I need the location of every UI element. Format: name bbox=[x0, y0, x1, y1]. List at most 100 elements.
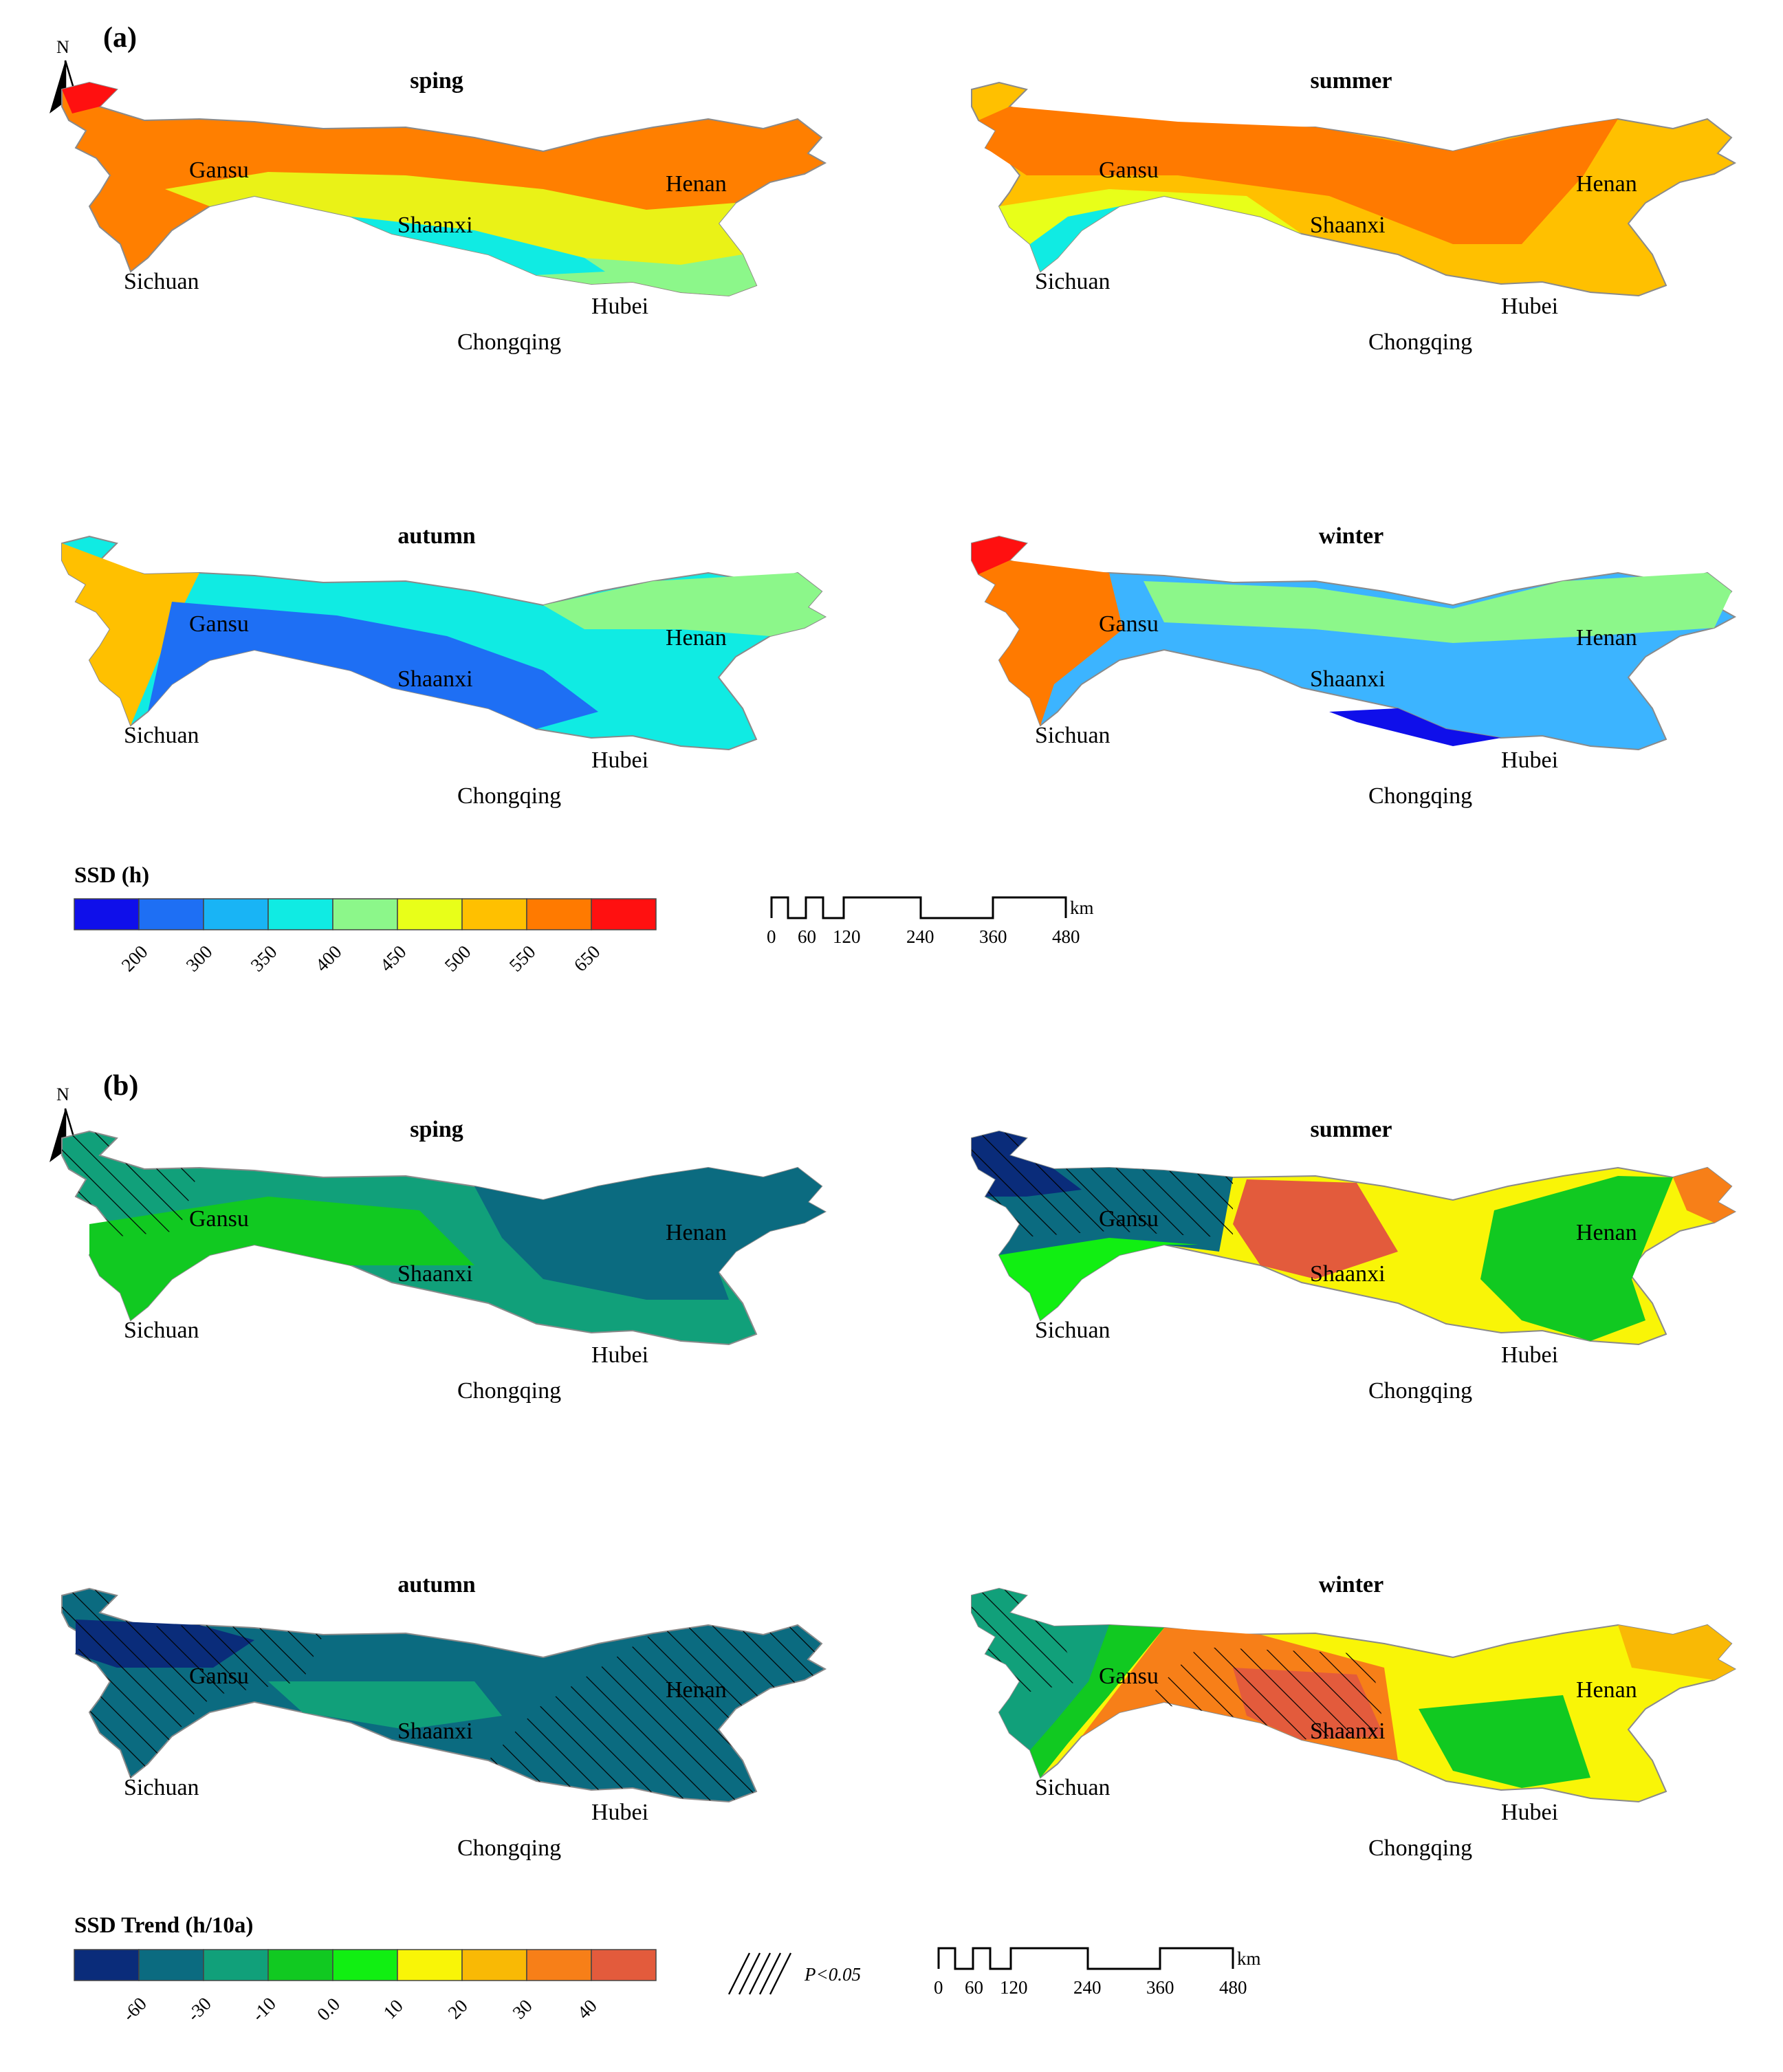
scale-tick: 120 bbox=[833, 926, 861, 947]
legend-tick-label: 20 bbox=[444, 1995, 471, 2022]
province-label: Henan bbox=[1576, 1677, 1637, 1703]
province-label: Sichuan bbox=[124, 1318, 199, 1343]
legend-b-colorbar bbox=[74, 1949, 657, 1981]
map-a-spring bbox=[61, 82, 826, 296]
scale-tick: 60 bbox=[798, 926, 816, 947]
province-label: Shaanxi bbox=[1310, 1719, 1386, 1744]
province-label: Gansu bbox=[189, 1664, 249, 1689]
scale-bar-a: km 0 60 120 240 360 480 bbox=[767, 896, 1094, 947]
province-label: Hubei bbox=[1501, 1800, 1558, 1825]
legend-swatch bbox=[74, 1949, 140, 1981]
province-label: Shaanxi bbox=[1310, 666, 1386, 692]
map-b-spring bbox=[61, 1131, 826, 1345]
scale-unit: km bbox=[1070, 897, 1094, 918]
season-title: autumn bbox=[397, 1572, 475, 1597]
map-b-winter bbox=[971, 1588, 1736, 1802]
province-label: Sichuan bbox=[1035, 1318, 1111, 1343]
province-label: Henan bbox=[666, 171, 727, 197]
panel-b-label: (b) bbox=[103, 1070, 138, 1102]
scale-tick: 60 bbox=[965, 1977, 983, 1998]
province-label: Chongqing bbox=[1368, 329, 1472, 355]
province-label: Chongqing bbox=[1368, 783, 1472, 809]
legend-swatch bbox=[332, 898, 398, 930]
province-label: Gansu bbox=[189, 611, 249, 637]
legend-swatch bbox=[526, 898, 592, 930]
map-a-summer bbox=[971, 82, 1736, 296]
province-label: Gansu bbox=[1099, 157, 1159, 183]
significance-label: P<0.05 bbox=[804, 1964, 861, 1985]
legend-tick-label: -10 bbox=[248, 1993, 280, 2025]
legend-tick-label: 400 bbox=[311, 941, 346, 976]
legend-swatch bbox=[332, 1949, 398, 1981]
province-label: Gansu bbox=[1099, 1664, 1159, 1689]
season-title: winter bbox=[1319, 1572, 1383, 1597]
province-label: Shaanxi bbox=[397, 1261, 473, 1287]
season-title: winter bbox=[1319, 523, 1383, 549]
legend-a-title: SSD (h) bbox=[74, 863, 149, 888]
map-a-autumn bbox=[61, 536, 826, 750]
legend-swatch bbox=[267, 898, 333, 930]
legend-tick-label: 350 bbox=[247, 941, 281, 976]
province-label: Hubei bbox=[591, 748, 648, 773]
legend-tick-label: 0.0 bbox=[313, 1994, 344, 2025]
legend-tick-label: 30 bbox=[508, 1995, 536, 2022]
province-label: Chongqing bbox=[457, 1378, 561, 1404]
province-label: Henan bbox=[1576, 171, 1637, 197]
province-label: Hubei bbox=[591, 1342, 648, 1368]
legend-swatch bbox=[526, 1949, 592, 1981]
province-label: Chongqing bbox=[457, 329, 561, 355]
north-label-b: N bbox=[56, 1084, 69, 1104]
province-label: Chongqing bbox=[1368, 1378, 1472, 1404]
province-label: Sichuan bbox=[124, 269, 199, 294]
legend-swatch bbox=[591, 898, 657, 930]
province-label: Shaanxi bbox=[397, 212, 473, 238]
north-label-a: N bbox=[56, 37, 69, 57]
province-label: Shaanxi bbox=[397, 666, 473, 692]
province-label: Chongqing bbox=[1368, 1835, 1472, 1861]
scale-tick: 360 bbox=[979, 926, 1007, 947]
season-title: sping bbox=[410, 1117, 463, 1142]
legend-tick-label: 650 bbox=[570, 941, 604, 976]
legend-swatch bbox=[74, 898, 140, 930]
legend-swatch bbox=[203, 1949, 269, 1981]
map-b-summer bbox=[971, 1131, 1736, 1345]
significance-key: P<0.05 bbox=[728, 1952, 861, 1995]
province-label: Sichuan bbox=[1035, 723, 1111, 748]
hatch-swatch-icon bbox=[728, 1952, 792, 1995]
legend-swatch bbox=[461, 898, 527, 930]
province-label: Hubei bbox=[1501, 748, 1558, 773]
scale-tick: 240 bbox=[906, 926, 934, 947]
map-b-autumn bbox=[61, 1588, 826, 1802]
season-title: sping bbox=[410, 68, 463, 94]
province-label: Sichuan bbox=[1035, 269, 1111, 294]
province-label: Hubei bbox=[591, 294, 648, 319]
province-labels-b: Gansu Shaanxi Henan Sichuan Hubei Chongq… bbox=[124, 1206, 1637, 1861]
province-label: Henan bbox=[666, 1677, 727, 1703]
province-label: Henan bbox=[666, 1220, 727, 1245]
province-label: Shaanxi bbox=[397, 1719, 473, 1744]
province-label: Henan bbox=[1576, 625, 1637, 651]
province-label: Hubei bbox=[1501, 294, 1558, 319]
scale-tick: 360 bbox=[1146, 1977, 1174, 1998]
province-label: Gansu bbox=[1099, 1206, 1159, 1232]
legend-swatch bbox=[138, 898, 204, 930]
legend-tick-label: 40 bbox=[573, 1995, 600, 2022]
province-label: Sichuan bbox=[1035, 1775, 1111, 1800]
legend-b-ticks: -60 -30 -10 0.0 10 20 30 40 bbox=[118, 1993, 600, 2025]
legend-tick-label: 450 bbox=[376, 941, 411, 976]
scale-tick: 0 bbox=[767, 926, 776, 947]
province-label: Chongqing bbox=[457, 1835, 561, 1861]
scale-bar-b: km 0 60 120 240 360 480 bbox=[934, 1947, 1261, 1998]
legend-swatch bbox=[461, 1949, 527, 1981]
season-title: autumn bbox=[397, 523, 475, 549]
season-title: summer bbox=[1311, 68, 1392, 94]
map-a-winter bbox=[971, 536, 1736, 750]
legend-tick-label: 550 bbox=[505, 941, 540, 976]
legend-swatch bbox=[591, 1949, 657, 1981]
province-label: Gansu bbox=[189, 1206, 249, 1232]
legend-tick-label: -60 bbox=[118, 1993, 151, 2025]
province-label: Gansu bbox=[1099, 611, 1159, 637]
legend-swatch bbox=[138, 1949, 204, 1981]
province-label: Sichuan bbox=[124, 723, 199, 748]
province-label: Chongqing bbox=[457, 783, 561, 809]
